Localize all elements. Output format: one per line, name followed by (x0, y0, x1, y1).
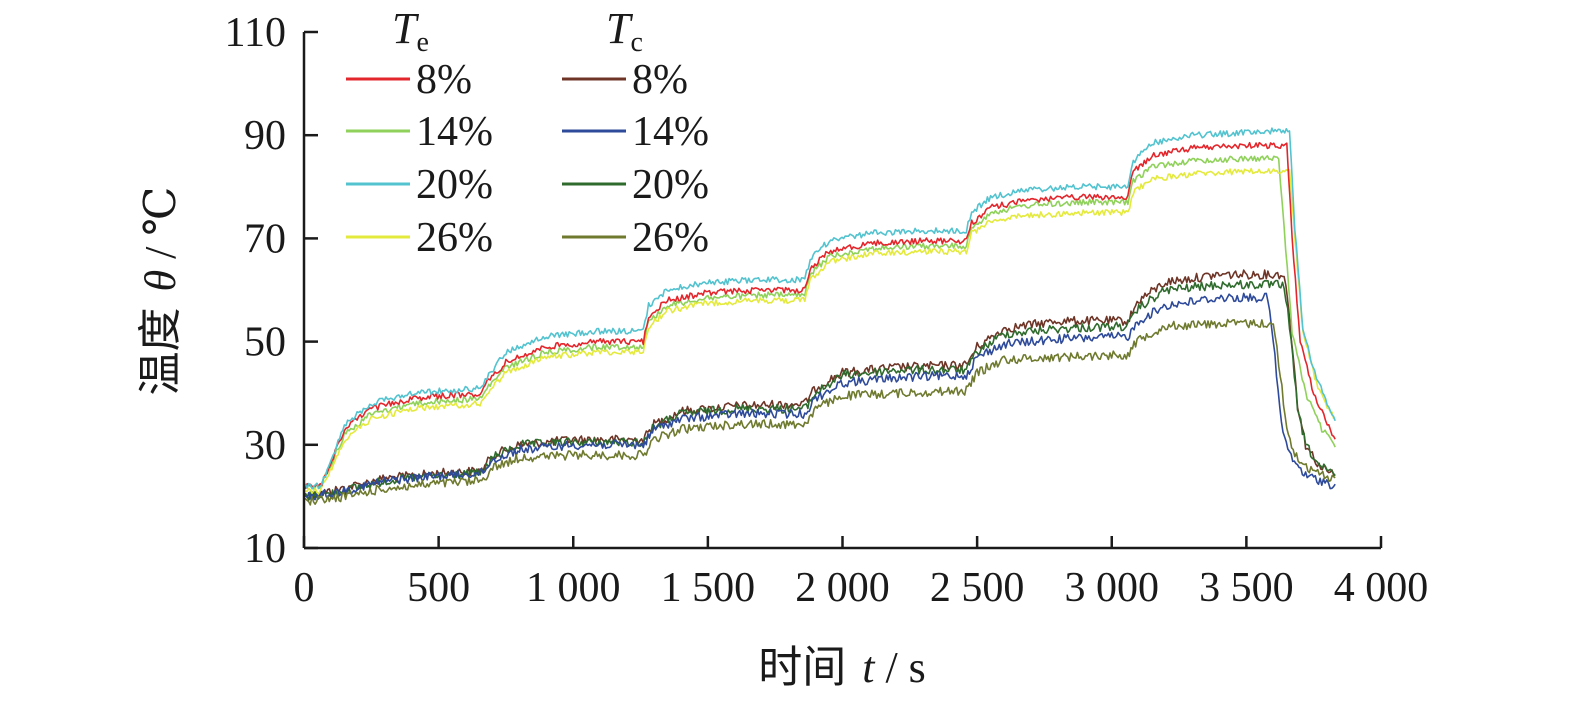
legend-heading-tc-symbol: T (606, 4, 634, 53)
series-line-tc-26pct (303, 318, 1336, 506)
x-axis-label-main: 时间 (758, 643, 846, 692)
x-tick-label: 4 000 (1334, 565, 1429, 611)
legend-label: 8% (416, 57, 472, 103)
y-tick-label: 50 (244, 320, 286, 366)
x-tick-label: 2 000 (795, 565, 890, 611)
series-layer (303, 127, 1336, 506)
x-axis-label: 时间 t / s (758, 643, 926, 692)
legend: Te Tc 8% 14% 20% 26% 8% 14% 20% 26% (346, 4, 709, 261)
legend-heading-te: Te (392, 4, 429, 58)
legend-label: 20% (416, 162, 493, 208)
legend-label: 26% (416, 215, 493, 261)
series-line-te-20pct (303, 127, 1336, 490)
y-tick-label: 70 (244, 216, 286, 262)
legend-heading-tc: Tc (606, 4, 643, 58)
x-tick-label: 500 (407, 565, 470, 611)
y-axis-label-unit: / ℃ (136, 186, 185, 269)
series-line-tc-20pct (303, 279, 1336, 501)
y-tick-label: 110 (225, 10, 286, 56)
legend-label: 20% (632, 162, 709, 208)
series-line-te-8pct (303, 141, 1336, 490)
y-axis-label-var: θ (136, 270, 185, 292)
y-tick-label: 90 (244, 113, 286, 159)
x-ticks: 0 500 1 000 1 500 2 000 2 500 3 000 3 500 4 000 (294, 536, 1429, 611)
legend-label: 8% (632, 57, 688, 103)
x-tick-label: 1 000 (526, 565, 621, 611)
series-line-tc-14pct (303, 292, 1336, 501)
legend-heading-te-symbol: T (392, 4, 420, 53)
legend-heading-tc-subscript: c (630, 27, 642, 58)
x-tick-label: 1 500 (661, 565, 756, 611)
x-axis-label-var: t (862, 643, 876, 692)
series-line-te-26pct (303, 167, 1336, 495)
series-line-tc-8pct (303, 269, 1336, 501)
series-line-te-14pct (303, 155, 1336, 490)
y-ticks: 10 30 50 70 90 110 (225, 10, 318, 572)
x-tick-label: 0 (294, 565, 315, 611)
legend-label: 26% (632, 215, 709, 261)
y-tick-label: 10 (244, 526, 286, 572)
y-axis-label: 温度 θ / ℃ (136, 186, 185, 395)
x-axis-label-unit: / s (874, 643, 925, 692)
x-tick-label: 2 500 (930, 565, 1025, 611)
legend-label: 14% (632, 109, 709, 155)
x-tick-label: 3 500 (1199, 565, 1294, 611)
legend-label: 14% (416, 109, 493, 155)
legend-heading-te-subscript: e (416, 27, 428, 58)
x-tick-label: 3 000 (1065, 565, 1160, 611)
y-axis-label-main: 温度 (136, 308, 185, 396)
y-tick-label: 30 (244, 423, 286, 469)
